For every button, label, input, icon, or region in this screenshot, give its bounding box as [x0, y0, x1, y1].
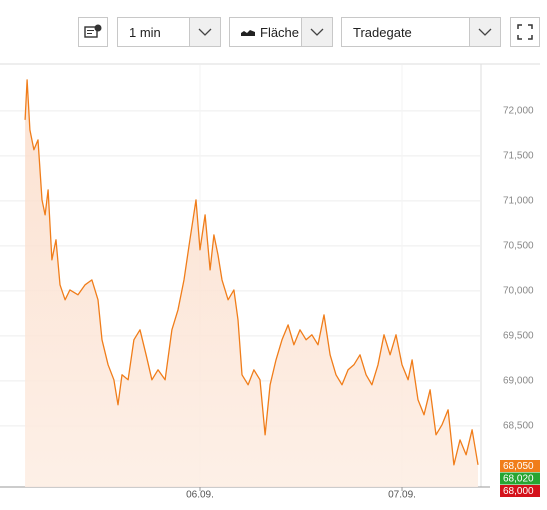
chevron [301, 18, 332, 46]
icon [84, 24, 102, 38]
y-tick-label: 71,500 [503, 151, 534, 162]
dropdown-label: 1 min [129, 24, 161, 40]
price-tag-label: 68,050 [503, 461, 534, 472]
y-tick-label: 71,000 [503, 196, 534, 207]
icon [241, 30, 255, 36]
icon [198, 28, 212, 36]
price-tag [500, 472, 540, 485]
dropdown-label: Tradegate [353, 24, 412, 40]
chart-type-dropdown[interactable]: Fläche [229, 17, 333, 47]
icon [310, 28, 324, 36]
y-tick-label: 69,000 [503, 375, 534, 386]
price-tag [500, 460, 540, 472]
dropdown-text: Fläche [260, 24, 300, 40]
y-tick-label: 70,500 [503, 240, 534, 251]
y-tick-label: 69,500 [503, 330, 534, 341]
line [24, 79, 479, 466]
x-tick-label: 06.09. [186, 490, 214, 501]
price-tag [500, 485, 540, 497]
x-tick-label: 07.09. [388, 490, 416, 501]
dropdown-label: Fläche [230, 25, 301, 40]
chevron [469, 18, 500, 46]
area [25, 79, 478, 488]
interval-dropdown[interactable]: 1 min [117, 17, 221, 47]
price-tag-label: 68,020 [503, 474, 534, 485]
price-tag-label: 68,000 [503, 486, 534, 497]
icon [517, 24, 533, 40]
icon [478, 28, 492, 36]
chart-settings-button[interactable] [78, 17, 108, 47]
chevron [189, 18, 220, 46]
y-tick-label: 70,000 [503, 285, 534, 296]
exchange-dropdown[interactable]: Tradegate [341, 17, 501, 47]
y-tick-label: 68,500 [503, 420, 534, 431]
fullscreen-button[interactable] [510, 17, 540, 47]
y-tick-label: 72,000 [503, 106, 534, 117]
